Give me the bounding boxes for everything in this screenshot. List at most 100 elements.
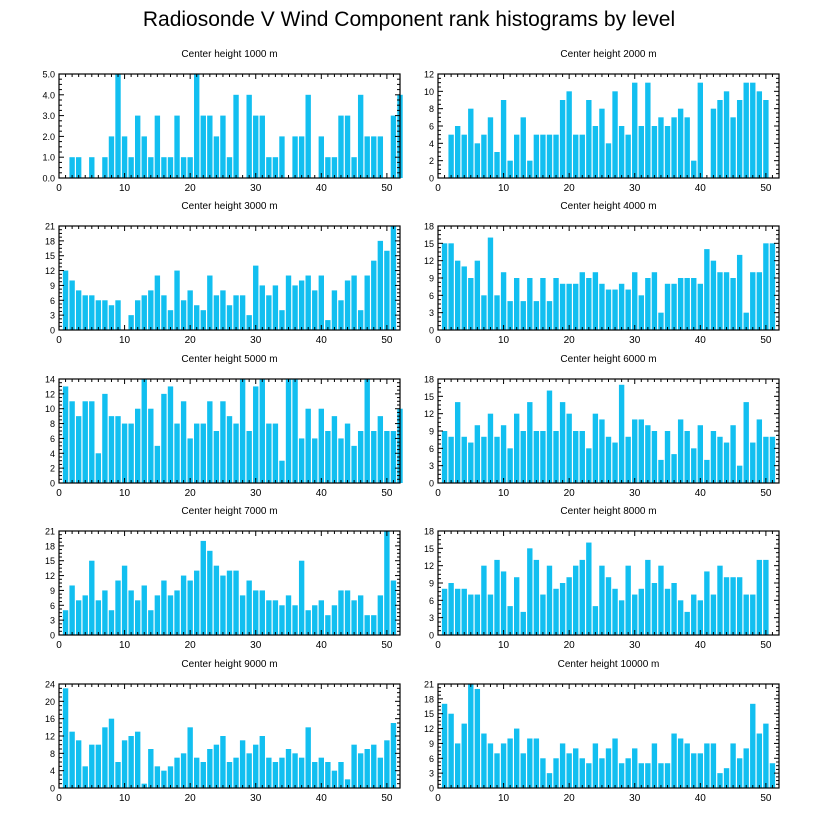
bar-18 <box>553 758 559 788</box>
x-tick-label: 40 <box>316 793 328 804</box>
bar-36 <box>671 283 677 330</box>
x-tick-label: 20 <box>185 183 197 194</box>
bar-40 <box>318 275 324 330</box>
bar-34 <box>279 460 285 483</box>
bar-32 <box>645 82 651 178</box>
panel-title: Center height 3000 m <box>181 201 277 212</box>
bar-35 <box>664 283 671 330</box>
bar-17 <box>546 390 553 483</box>
bar-40 <box>697 82 703 178</box>
y-tick-label: 6 <box>429 754 434 764</box>
bar-31 <box>638 126 644 178</box>
panel-title: Center height 9000 m <box>181 659 277 670</box>
bar-34 <box>658 312 664 330</box>
bar-35 <box>664 431 671 483</box>
bar-18 <box>174 757 180 788</box>
bar-21 <box>573 748 579 788</box>
bar-37 <box>677 278 684 330</box>
bar-23 <box>207 401 213 483</box>
bar-46 <box>736 758 743 788</box>
bar-17 <box>167 310 174 330</box>
bar-31 <box>259 379 265 483</box>
bar-48 <box>371 431 377 483</box>
bar-27 <box>233 423 239 483</box>
bar-41 <box>325 615 331 635</box>
bar-20 <box>187 290 193 330</box>
y-tick-label: 9 <box>429 579 434 589</box>
bar-51 <box>769 436 776 483</box>
bar-21 <box>573 134 579 178</box>
x-tick-label: 20 <box>185 640 197 651</box>
bar-8 <box>108 416 115 483</box>
bar-47 <box>364 379 370 483</box>
bar-39 <box>312 605 318 635</box>
bar-9 <box>115 74 121 178</box>
bar-6 <box>95 453 102 483</box>
bar-50 <box>763 723 769 788</box>
bar-3 <box>454 126 461 178</box>
bar-30 <box>253 590 259 635</box>
y-tick-label: 1.0 <box>42 153 55 163</box>
panel-title: Center height 4000 m <box>560 201 656 212</box>
y-tick-label: 9 <box>429 427 434 437</box>
bar-49 <box>756 733 763 788</box>
bar-11 <box>128 315 134 330</box>
x-tick-label: 20 <box>185 793 197 804</box>
bar-31 <box>638 419 644 483</box>
bar-9 <box>494 295 500 330</box>
bar-40 <box>697 283 703 330</box>
bar-6 <box>474 260 481 330</box>
y-tick-label: 2 <box>429 156 434 166</box>
bar-24 <box>213 565 220 635</box>
x-tick-label: 20 <box>564 488 576 499</box>
bar-23 <box>586 278 592 330</box>
bar-22 <box>579 134 585 178</box>
y-tick-label: 6 <box>429 122 434 132</box>
y-tick-label: 9 <box>50 586 55 596</box>
y-tick-label: 10 <box>424 87 434 97</box>
bar-21 <box>573 283 579 330</box>
bar-44 <box>723 768 730 788</box>
x-tick-label: 30 <box>250 793 262 804</box>
bar-14 <box>148 157 154 178</box>
bar-34 <box>279 310 285 330</box>
bar-8 <box>487 237 494 330</box>
bar-48 <box>371 615 377 635</box>
bar-6 <box>474 688 481 788</box>
bar-9 <box>494 152 500 178</box>
bar-2 <box>448 243 454 330</box>
y-tick-label: 12 <box>424 70 434 80</box>
bar-25 <box>599 108 605 178</box>
bar-47 <box>364 749 370 788</box>
bar-11 <box>507 160 513 178</box>
bar-24 <box>592 413 599 483</box>
bar-17 <box>167 157 174 178</box>
bar-3 <box>75 290 82 330</box>
x-tick-label: 10 <box>119 335 131 346</box>
bar-8 <box>108 718 115 788</box>
bar-4 <box>82 766 88 788</box>
x-tick-label: 40 <box>695 183 707 194</box>
bar-31 <box>259 285 265 330</box>
x-tick-label: 30 <box>629 793 641 804</box>
bar-45 <box>351 275 357 330</box>
bar-31 <box>638 763 644 788</box>
y-tick-label: 3.0 <box>42 111 55 121</box>
bar-34 <box>279 136 285 178</box>
bar-37 <box>298 438 305 483</box>
bar-14 <box>148 290 154 330</box>
bar-29 <box>625 565 631 635</box>
y-tick-label: 9 <box>50 281 55 291</box>
bar-42 <box>710 108 717 178</box>
bar-48 <box>371 260 377 330</box>
bar-37 <box>298 757 305 788</box>
bar-38 <box>305 610 311 635</box>
bar-49 <box>756 91 763 178</box>
bar-28 <box>618 600 625 635</box>
bar-49 <box>377 757 384 788</box>
chart-panel-3: Center height 3000 m 0 10 20 30 40 50 0 3 6 9 12 15 1… <box>45 201 401 346</box>
bar-8 <box>487 743 494 788</box>
bar-11 <box>507 448 513 483</box>
bar-4 <box>461 436 467 483</box>
bar-31 <box>259 736 265 788</box>
